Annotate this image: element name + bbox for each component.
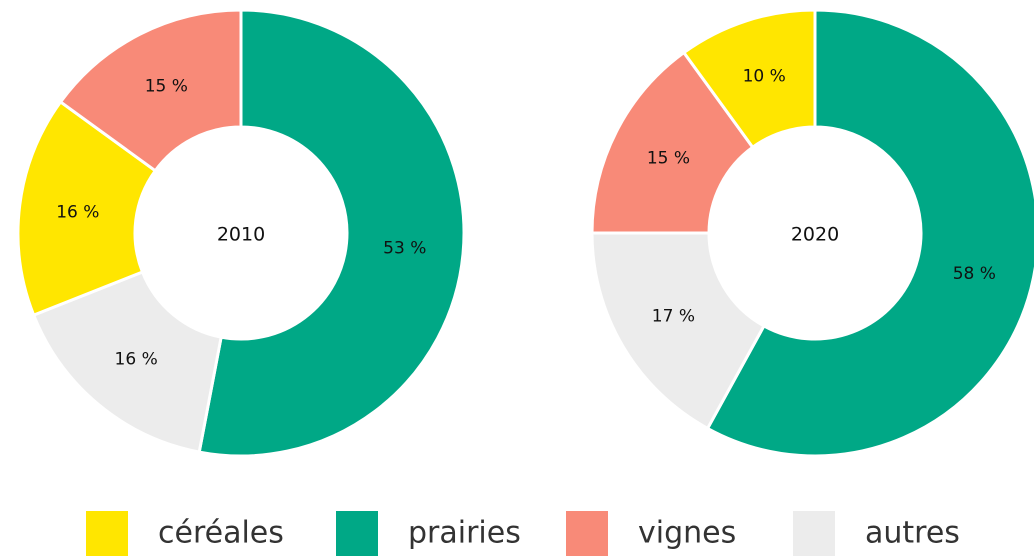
center-label: 2020 [791,224,839,246]
legend-swatch [793,511,835,556]
legend-swatch [86,511,128,556]
slice [31,270,223,454]
value-label: 53 % [383,238,426,258]
legend-label: vignes [638,516,736,551]
value-label: 58 % [953,264,996,284]
value-label: 15 % [647,148,690,168]
value-label: 15 % [145,76,188,96]
legend-label: prairies [408,516,521,551]
slice [681,8,817,150]
value-label: 17 % [652,307,695,327]
slice [58,8,243,173]
slice [705,8,1034,458]
slice [16,99,158,318]
legend-label: autres [865,516,960,551]
slice [590,50,755,235]
legend-swatch [336,511,378,556]
value-label: 16 % [56,202,99,222]
slice [590,231,766,431]
center-label: 2010 [217,224,265,246]
value-label: 16 % [115,350,158,370]
value-label: 10 % [743,67,786,87]
legend-swatch [566,511,608,556]
slice [197,8,466,458]
legend-label: céréales [158,516,284,551]
